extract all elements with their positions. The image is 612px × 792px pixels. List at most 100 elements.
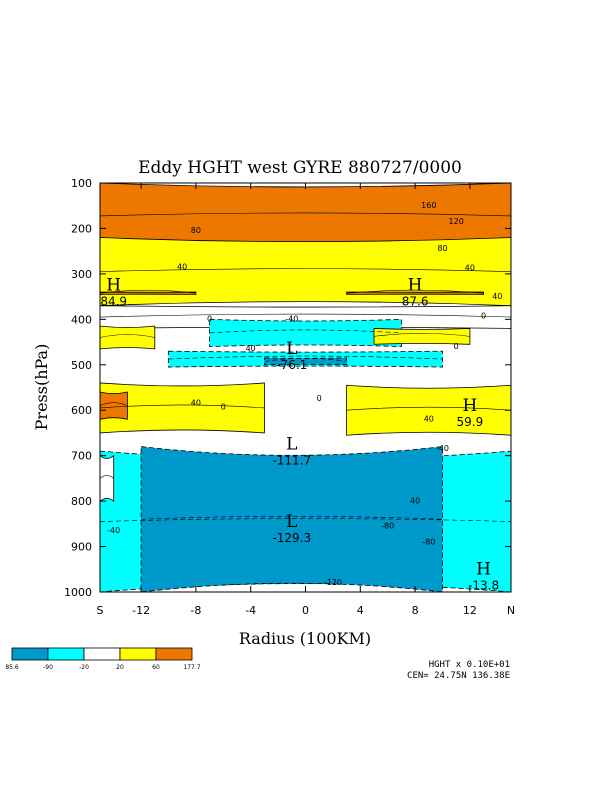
x-tick-label: N bbox=[507, 604, 515, 617]
contour-line bbox=[373, 333, 470, 337]
contour-line bbox=[99, 518, 512, 522]
field-band bbox=[99, 391, 128, 420]
field-band bbox=[99, 325, 156, 350]
extremum-letter: H bbox=[462, 396, 477, 416]
x-tick-label: S bbox=[97, 604, 104, 617]
y-tick-label: 1000 bbox=[64, 586, 92, 599]
extremum-value: 59.9 bbox=[457, 415, 484, 429]
legend-swatch bbox=[155, 647, 193, 661]
contour-label: 80 bbox=[437, 244, 447, 253]
contour-line bbox=[99, 402, 128, 406]
y-tick-label: 100 bbox=[71, 177, 92, 190]
extremum-value: -129.3 bbox=[272, 531, 311, 545]
contour-label: 0 bbox=[454, 342, 459, 351]
contour-line bbox=[99, 212, 512, 217]
legend-label: -20 bbox=[79, 664, 89, 671]
contour-line bbox=[99, 334, 155, 338]
contour-label: -120 bbox=[324, 578, 342, 587]
contour-label: -40 bbox=[436, 444, 449, 453]
y-axis-label: Press(hPa) bbox=[32, 344, 51, 431]
extremum-letter: L bbox=[286, 339, 297, 359]
contour-label: 40 bbox=[492, 292, 502, 301]
x-tick-label: 0 bbox=[302, 604, 309, 617]
contour-line bbox=[346, 289, 484, 294]
y-tick-label: 400 bbox=[71, 313, 92, 326]
contour-line bbox=[264, 358, 347, 362]
contour-line bbox=[346, 406, 512, 411]
field-band bbox=[140, 446, 443, 593]
contour-line bbox=[99, 475, 114, 479]
x-axis-label: Radius (100KM) bbox=[239, 629, 371, 648]
contour-line bbox=[99, 404, 265, 409]
y-tick-label: 300 bbox=[71, 268, 92, 281]
legend-label: 20 bbox=[116, 664, 124, 671]
shaded-field bbox=[99, 182, 512, 593]
field-band bbox=[209, 318, 402, 348]
legend-label: -90 bbox=[43, 664, 53, 671]
contour-label: 40 bbox=[424, 415, 434, 424]
y-tick-label: 600 bbox=[71, 404, 92, 417]
legend-swatch bbox=[83, 647, 121, 661]
x-axis: S -12 -8 -4 0 4 8 12 N bbox=[97, 183, 515, 617]
legend-label: 85.6 bbox=[5, 664, 19, 671]
field-band bbox=[346, 291, 484, 295]
y-tick-label: 200 bbox=[71, 222, 92, 235]
contour-line bbox=[209, 329, 402, 334]
y-tick-label: 800 bbox=[71, 495, 92, 508]
extremum-value: -13.8 bbox=[468, 579, 499, 593]
field-band bbox=[99, 382, 265, 434]
extremum-letter: L bbox=[286, 435, 297, 455]
contour-label: 0 bbox=[317, 394, 322, 403]
x-tick-label: 12 bbox=[463, 604, 477, 617]
contour-label: 40 bbox=[177, 262, 187, 271]
contour-line bbox=[99, 289, 196, 294]
legend-swatch bbox=[11, 647, 49, 661]
contour-label: -40 bbox=[285, 315, 298, 324]
contour-lines bbox=[99, 212, 512, 522]
y-tick-label: 500 bbox=[71, 359, 92, 372]
contour-label: 40 bbox=[465, 263, 475, 272]
extremum-value: -76.1 bbox=[276, 358, 307, 372]
x-tick-label: -4 bbox=[245, 604, 256, 617]
legend-swatch bbox=[119, 647, 157, 661]
contour-label: 0 bbox=[207, 315, 212, 324]
field-band bbox=[99, 291, 197, 295]
extremum-value: -111.7 bbox=[272, 454, 311, 468]
x-tick-label: -12 bbox=[132, 604, 150, 617]
contour-label: 0 bbox=[221, 402, 226, 411]
legend-label: 177.7 bbox=[183, 664, 200, 671]
contour-label: 80 bbox=[191, 226, 201, 235]
extremum-letter: L bbox=[286, 512, 297, 532]
center-note: CEN= 24.75N 136.38E bbox=[407, 671, 510, 681]
contour-label: 160 bbox=[421, 201, 436, 210]
color-legend: 85.6 -90 -20 20 60 177.7 bbox=[5, 647, 201, 671]
y-tick-label: 900 bbox=[71, 541, 92, 554]
extremum-value: 87.6 bbox=[402, 295, 429, 309]
contour-label: -40 bbox=[107, 526, 120, 535]
x-tick-label: 4 bbox=[357, 604, 364, 617]
x-tick-label: 8 bbox=[412, 604, 419, 617]
contour-labels: 160 120 80 80 40 40 40 0 -40 0 40 0 40 0 0 40 -40 40 -40 -8… bbox=[107, 201, 502, 587]
chart-title: Eddy HGHT west GYRE 880727/0000 bbox=[138, 158, 462, 178]
extremum-letter: H bbox=[476, 560, 491, 580]
contour-label: 40 bbox=[246, 344, 256, 353]
extremum-value: 84.9 bbox=[100, 295, 127, 309]
legend-label: 60 bbox=[152, 664, 160, 671]
contour-label: 120 bbox=[449, 217, 464, 226]
field-band bbox=[99, 237, 512, 307]
x-tick-label: -8 bbox=[190, 604, 201, 617]
extremum-letter: H bbox=[408, 276, 423, 296]
extremum-letter: H bbox=[106, 276, 121, 296]
contour-line bbox=[99, 268, 512, 272]
extrema-markers: H84.9H87.6L-76.1H59.9L-111.7L-129.3H-13.… bbox=[100, 276, 499, 593]
contour-line bbox=[168, 355, 443, 360]
contour-label: -80 bbox=[381, 521, 394, 530]
contour-label: 40 bbox=[191, 399, 201, 408]
y-tick-label: 700 bbox=[71, 450, 92, 463]
field-band bbox=[346, 384, 512, 436]
contour-label: 40 bbox=[410, 496, 420, 505]
field-band bbox=[99, 454, 115, 502]
contour-label: -80 bbox=[422, 537, 435, 546]
